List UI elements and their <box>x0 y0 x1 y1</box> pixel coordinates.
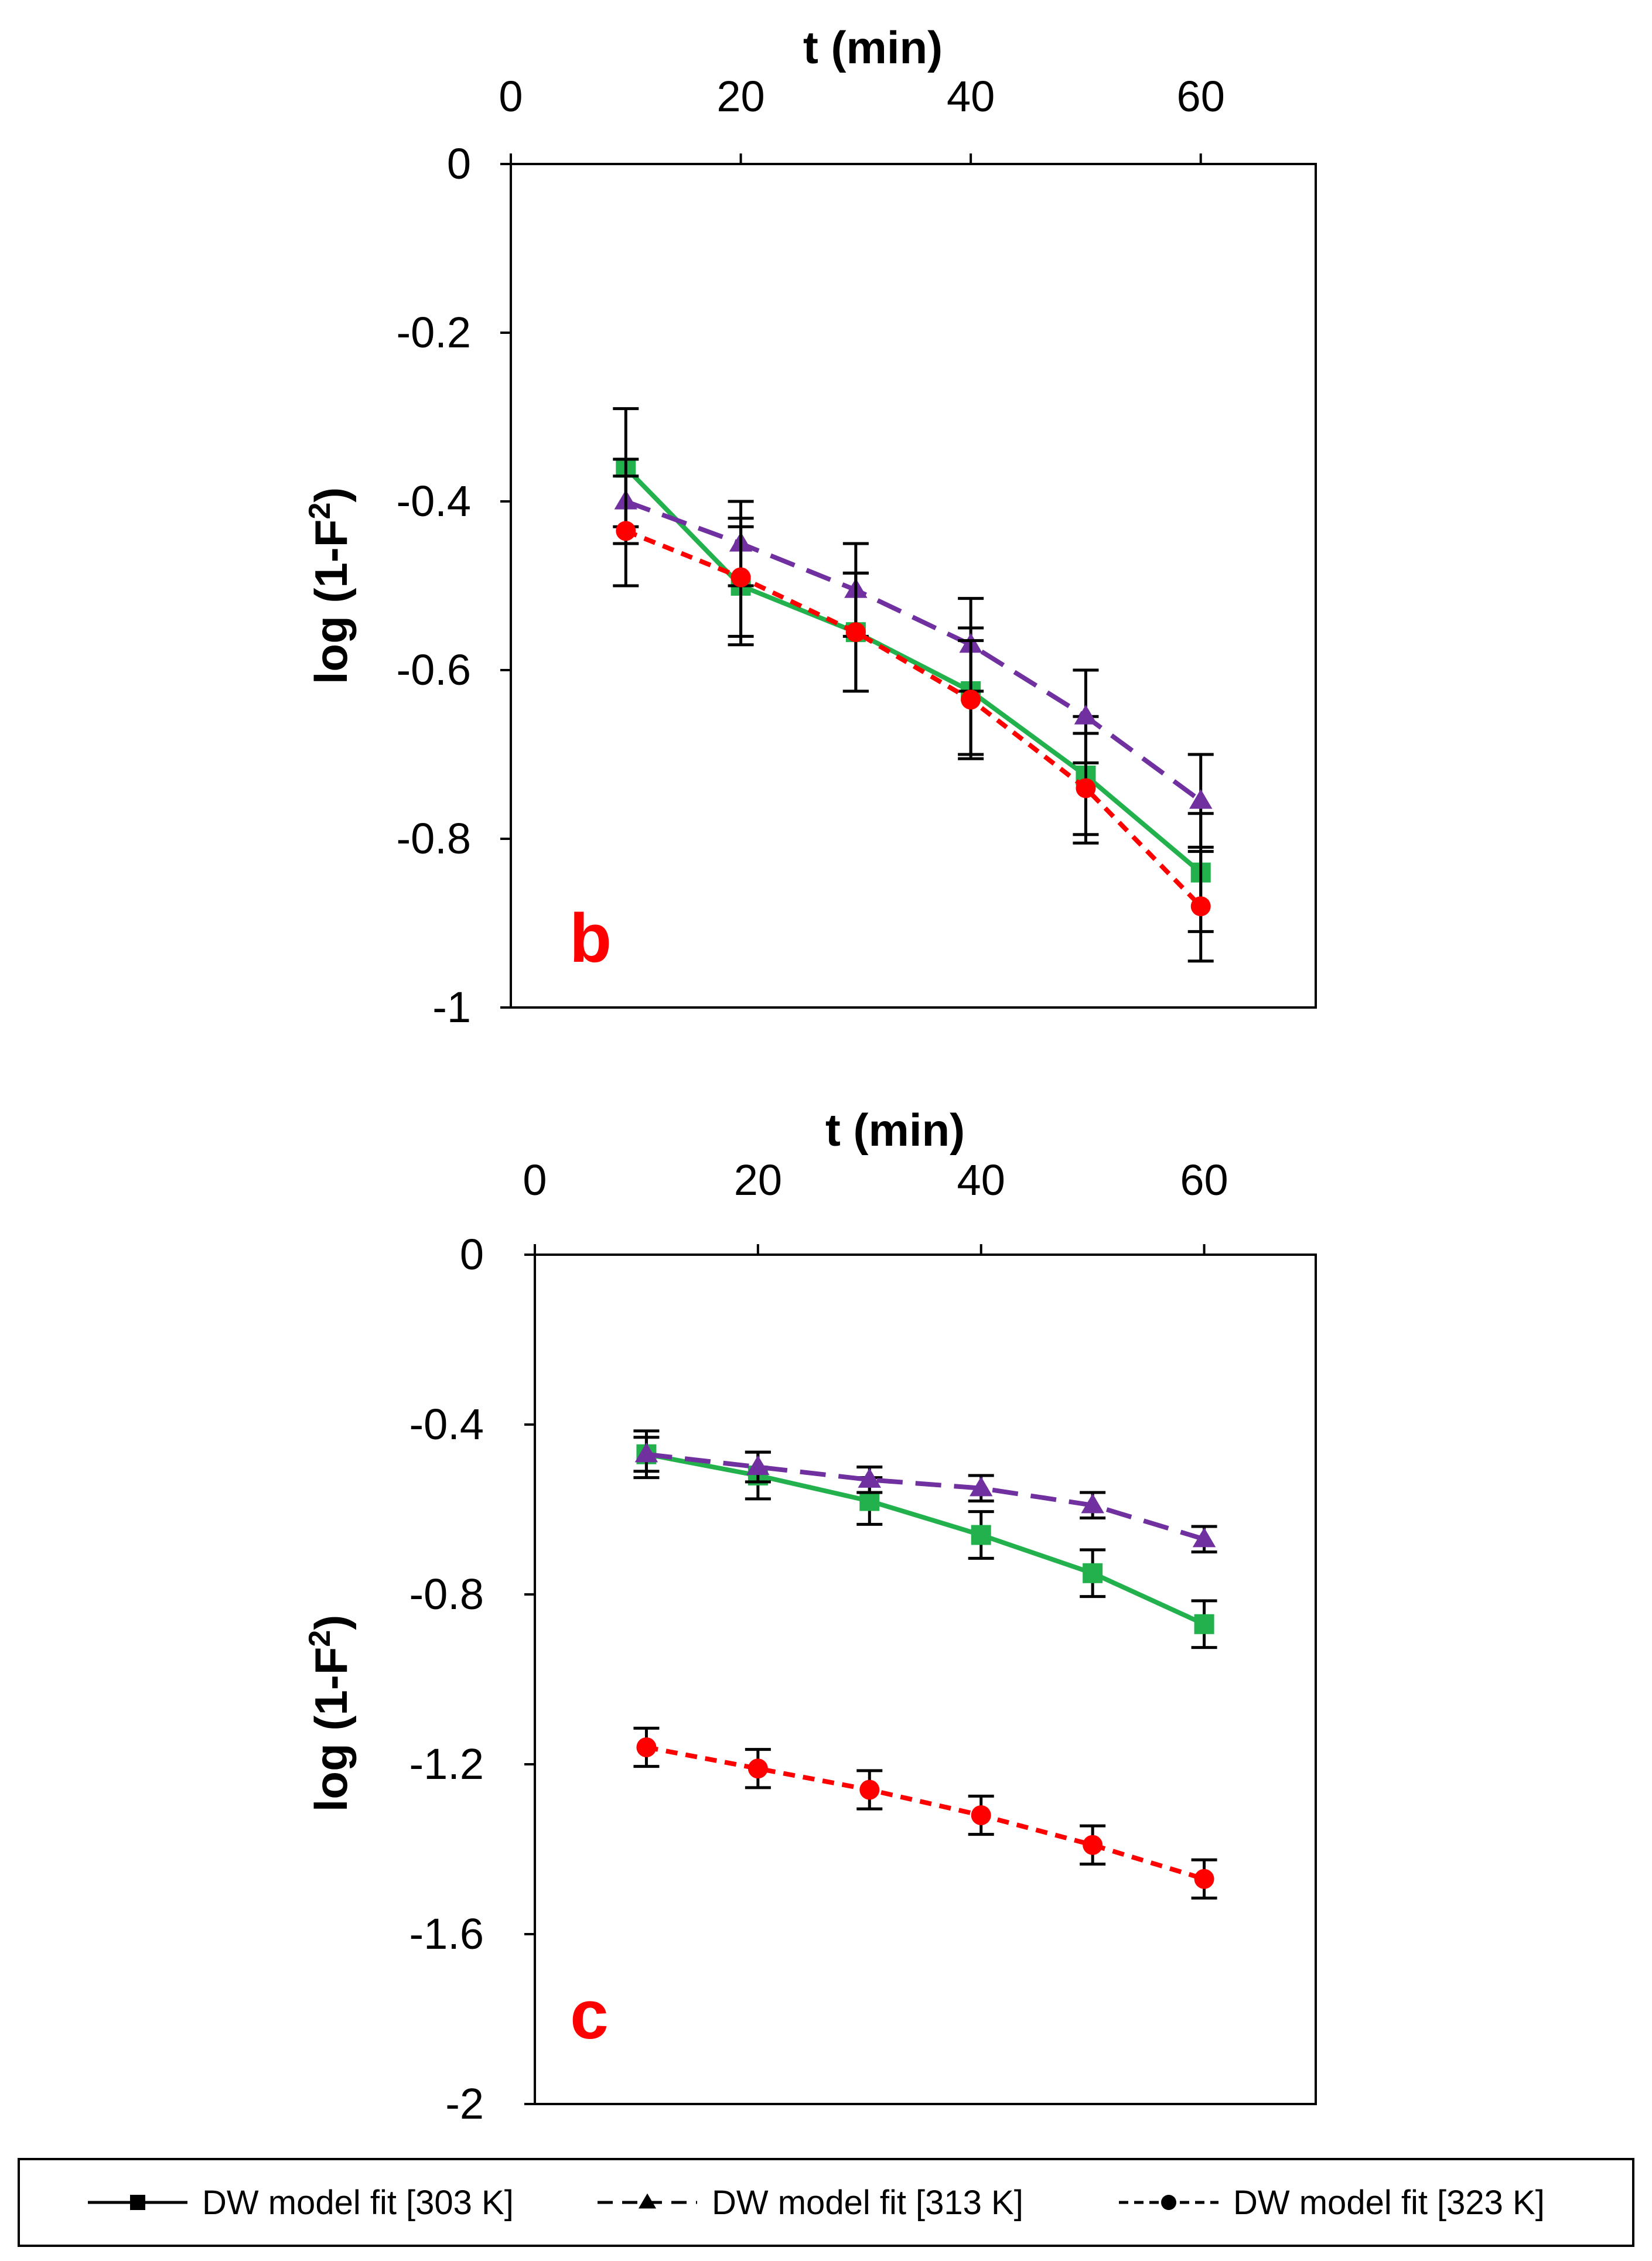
x-tick-label: 60 <box>1180 1156 1228 1204</box>
series-line-303K <box>646 1451 1206 1627</box>
data-point-303K <box>1194 1614 1214 1634</box>
data-point-323K <box>1076 778 1096 798</box>
y-tick-label: -0.6 <box>396 645 471 694</box>
data-point-323K <box>731 567 751 588</box>
chart-panel-b: t (min) log (1-F2) b 0 20 40 60 0 -0.2 -0.4 -0.… <box>303 22 1317 1032</box>
data-point-323K <box>845 622 866 643</box>
y-tick-label: -1.6 <box>409 1910 484 1958</box>
legend-item: DW model fit [303 K] <box>88 2184 514 2222</box>
x-tick-label: 20 <box>734 1156 782 1204</box>
legend-marker <box>130 2195 145 2210</box>
series-line-323K <box>646 1745 1205 1881</box>
data-point-313K <box>634 1442 658 1463</box>
data-point-323K <box>859 1780 880 1800</box>
x-tick-label: 40 <box>947 72 995 121</box>
plot-frame <box>510 163 1317 1009</box>
x-axis-title: t (min) <box>825 1104 965 1156</box>
y-tick-label: -0.8 <box>409 1570 484 1618</box>
data-point-323K <box>748 1758 768 1779</box>
chart-panel-c: t (min) log (1-F2) c 0 20 40 60 0 -0.4 -0.8 -1.… <box>303 1104 1317 2128</box>
legend-label: DW model fit [313 K] <box>712 2184 1023 2222</box>
legend-label: DW model fit [303 K] <box>202 2184 514 2222</box>
y-tick-label: -0.4 <box>409 1400 484 1449</box>
legend: DW model fit [303 K] DW model fit [313 K]… <box>18 2158 1634 2247</box>
x-tick-label: 20 <box>716 72 764 121</box>
plot-frame <box>534 1254 1317 2105</box>
legend-item: DW model fit [313 K] <box>598 2184 1023 2222</box>
y-tick-label: -1 <box>432 983 471 1032</box>
y-tick-label: -0.2 <box>396 308 471 357</box>
x-tick-label: 40 <box>957 1156 1005 1204</box>
x-tick-label: 0 <box>499 72 523 121</box>
data-point-313K <box>1189 789 1213 809</box>
y-tick-label: -0.4 <box>396 477 471 525</box>
panel-label: c <box>570 1976 609 2054</box>
series-line-313K <box>646 1451 1205 1542</box>
y-axis-title: log (1-F2) <box>303 1615 357 1812</box>
data-point-323K <box>1190 896 1211 917</box>
x-tick-label: 0 <box>523 1156 547 1204</box>
series-line-313K <box>624 499 1203 803</box>
y-tick-label: -0.8 <box>396 814 471 863</box>
series-line-323K <box>624 528 1203 908</box>
data-point-313K <box>969 1476 993 1497</box>
legend-marker <box>1161 2195 1176 2210</box>
data-point-313K <box>746 1455 770 1476</box>
panel-label: b <box>569 900 612 977</box>
data-point-323K <box>971 1805 991 1825</box>
data-point-323K <box>616 521 636 541</box>
data-point-323K <box>1194 1869 1214 1889</box>
x-axis-title: t (min) <box>803 22 943 73</box>
y-tick-label: 0 <box>447 139 471 188</box>
data-point-323K <box>1083 1835 1103 1855</box>
legend-item: DW model fit [323 K] <box>1119 2184 1545 2222</box>
data-point-313K <box>1192 1527 1216 1548</box>
data-point-323K <box>961 689 981 710</box>
data-point-313K <box>1074 705 1098 725</box>
series-line-303K <box>624 466 1203 875</box>
legend-label: DW model fit [323 K] <box>1233 2184 1545 2222</box>
y-tick-label: 0 <box>460 1230 484 1279</box>
data-point-303K <box>1083 1563 1103 1583</box>
y-axis-title: log (1-F2) <box>303 487 357 685</box>
data-point-313K <box>858 1468 882 1488</box>
legend-marker <box>638 2193 657 2209</box>
y-tick-label: -1.2 <box>409 1740 484 1788</box>
data-point-313K <box>1081 1493 1104 1514</box>
data-point-303K <box>971 1525 991 1545</box>
data-point-303K <box>859 1491 880 1511</box>
data-point-323K <box>636 1737 657 1757</box>
y-tick-label: -2 <box>445 2079 484 2128</box>
x-tick-label: 60 <box>1177 72 1225 121</box>
legend-frame <box>18 2158 1634 2247</box>
